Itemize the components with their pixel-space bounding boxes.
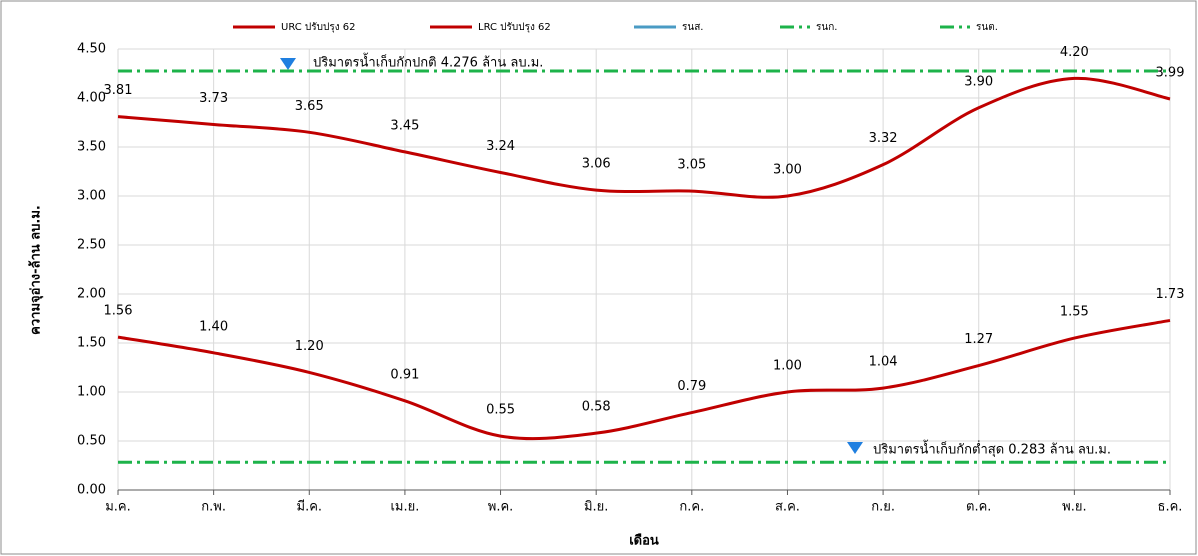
y-tick-label: 1.50 bbox=[77, 336, 106, 351]
series-line bbox=[117, 318, 1171, 441]
legend-label: รนต. bbox=[976, 22, 998, 33]
legend-label: รนส. bbox=[682, 22, 704, 33]
data-label: 3.99 bbox=[1156, 65, 1185, 80]
y-tick-label: 0.00 bbox=[77, 483, 106, 498]
marker-triangle bbox=[847, 442, 863, 454]
legend-label: URC ปรับปรุง 62 bbox=[281, 22, 356, 33]
y-tick-label: 2.50 bbox=[77, 238, 106, 253]
data-label: 3.05 bbox=[677, 158, 706, 173]
data-label: 3.32 bbox=[869, 131, 898, 146]
data-label: 3.81 bbox=[104, 83, 133, 98]
y-tick-label: 3.00 bbox=[77, 189, 106, 204]
x-tick-label: พ.ย. bbox=[1062, 500, 1086, 515]
data-label: 3.65 bbox=[295, 99, 324, 114]
data-label: 1.20 bbox=[295, 339, 324, 354]
y-tick-label: 1.00 bbox=[77, 385, 106, 400]
data-label: 1.04 bbox=[869, 355, 898, 370]
y-tick-label: 3.50 bbox=[77, 140, 106, 155]
annotation: ปริมาตรน้ำเก็บกักปกติ 4.276 ล้าน ลบ.ม. bbox=[313, 53, 543, 71]
x-tick-label: พ.ค. bbox=[488, 500, 514, 515]
x-tick-label: มี.ค. bbox=[297, 499, 323, 515]
data-label: 3.73 bbox=[199, 91, 228, 106]
x-tick-label: ต.ค. bbox=[966, 500, 991, 515]
data-label: 0.58 bbox=[582, 400, 611, 415]
legend-label: รนก. bbox=[816, 22, 837, 33]
annotation: ปริมาตรน้ำเก็บกักต่ำสุด 0.283 ล้าน ลบ.ม. bbox=[873, 440, 1111, 458]
data-label: 1.55 bbox=[1060, 305, 1089, 320]
y-axis-title: ความจุอ่าง-ล้าน ลบ.ม. bbox=[28, 205, 44, 335]
data-label: 3.24 bbox=[486, 139, 515, 154]
data-label: 0.55 bbox=[486, 403, 515, 418]
data-label: 3.00 bbox=[773, 163, 802, 178]
x-tick-label: เม.ย. bbox=[390, 500, 419, 515]
x-tick-label: มิ.ย. bbox=[584, 500, 608, 515]
x-tick-label: ม.ค. bbox=[105, 500, 131, 515]
data-label: 0.79 bbox=[677, 379, 706, 394]
x-tick-label: ส.ค. bbox=[775, 500, 800, 515]
data-label: 3.45 bbox=[390, 118, 419, 133]
y-tick-label: 4.50 bbox=[77, 42, 106, 57]
data-label: 1.40 bbox=[199, 319, 228, 334]
x-axis-title: เดือน bbox=[629, 533, 659, 549]
data-label: 0.91 bbox=[390, 367, 419, 382]
x-tick-label: ก.พ. bbox=[201, 500, 226, 515]
data-label: 1.27 bbox=[964, 332, 993, 347]
y-tick-label: 2.00 bbox=[77, 287, 106, 302]
y-tick-label: 0.50 bbox=[77, 434, 106, 449]
data-label: 1.73 bbox=[1156, 287, 1185, 302]
data-label: 4.20 bbox=[1060, 45, 1089, 60]
legend-label: LRC ปรับปรุง 62 bbox=[478, 22, 551, 33]
data-label: 3.06 bbox=[582, 157, 611, 172]
series-line bbox=[117, 76, 1171, 199]
x-tick-label: ก.ย. bbox=[871, 500, 895, 515]
data-label: 3.90 bbox=[964, 74, 993, 89]
data-label: 1.00 bbox=[773, 359, 802, 374]
marker-triangle bbox=[280, 58, 296, 70]
data-label: 1.56 bbox=[104, 304, 133, 319]
x-tick-label: ธ.ค. bbox=[1158, 500, 1183, 515]
x-tick-label: ก.ค. bbox=[679, 500, 704, 515]
y-tick-label: 4.00 bbox=[77, 91, 106, 106]
